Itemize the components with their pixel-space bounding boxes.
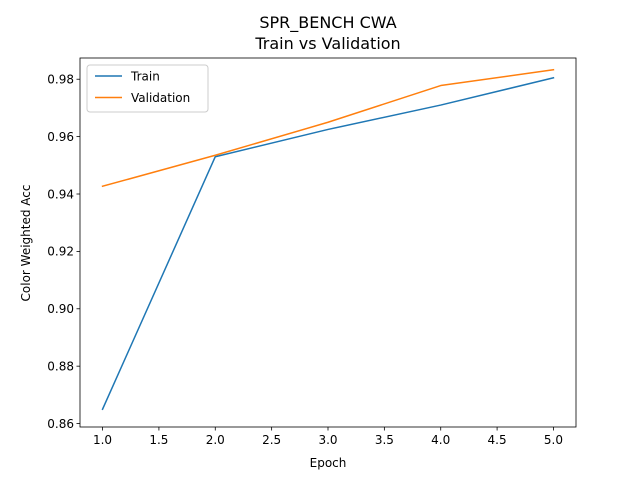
chart-title: SPR_BENCH CWA xyxy=(259,13,396,33)
chart-subtitle: Train vs Validation xyxy=(254,34,400,53)
y-axis: 0.86 0.88 0.90 0.92 0.94 0.96 0.98 xyxy=(47,73,80,431)
x-tick-label: 1.5 xyxy=(149,433,168,447)
y-tick-label: 0.96 xyxy=(47,130,74,144)
y-axis-label: Color Weighted Acc xyxy=(19,185,33,302)
legend: Train Validation xyxy=(86,64,209,113)
plot-area-frame xyxy=(79,57,577,428)
x-axis: 1.0 1.5 2.0 2.5 3.0 3.5 4.0 4.5 5.0 xyxy=(93,427,563,447)
x-tick-label: 4.5 xyxy=(488,433,507,447)
x-tick-label: 3.0 xyxy=(318,433,337,447)
legend-label-validation: Validation xyxy=(131,91,190,105)
y-tick-label: 0.98 xyxy=(47,73,74,87)
x-tick-label: 5.0 xyxy=(544,433,563,447)
legend-label-train: Train xyxy=(130,69,160,83)
x-axis-label: Epoch xyxy=(310,456,347,470)
y-tick-label: 0.88 xyxy=(47,359,74,373)
x-tick-label: 3.5 xyxy=(375,433,394,447)
y-tick-label: 0.90 xyxy=(47,302,74,316)
x-tick-label: 4.0 xyxy=(431,433,450,447)
x-tick-label: 2.5 xyxy=(262,433,281,447)
series-line-train xyxy=(101,76,555,411)
y-tick-label: 0.94 xyxy=(47,187,74,201)
y-tick-label: 0.92 xyxy=(47,245,74,259)
y-tick-label: 0.86 xyxy=(47,417,74,431)
x-tick-label: 2.0 xyxy=(206,433,225,447)
x-tick-label: 1.0 xyxy=(93,433,112,447)
